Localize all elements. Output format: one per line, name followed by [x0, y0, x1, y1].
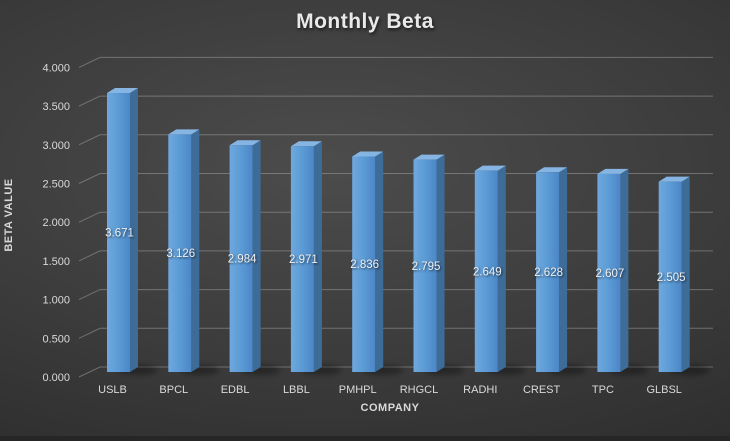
bar: [597, 173, 621, 372]
y-tick-label: 4.000: [42, 62, 70, 74]
x-tick-label: BPCL: [159, 384, 188, 396]
y-tick-label: 3.500: [42, 101, 70, 113]
gridline: [78, 56, 713, 68]
x-tick-label: USLB: [98, 384, 127, 396]
bar-top-face: [536, 167, 568, 173]
y-tick-label: 1.000: [42, 295, 70, 307]
bar: [658, 181, 682, 372]
bar-data-label: 3.671: [105, 228, 134, 240]
bar: [290, 146, 314, 372]
x-tick-label: RHGCL: [400, 384, 439, 396]
bar-top-face: [107, 88, 138, 94]
gridlines: [78, 56, 713, 378]
chart-title: Monthly Beta: [296, 10, 434, 33]
bar-top-face: [658, 176, 690, 182]
bar-data-label: 2.505: [657, 272, 686, 284]
gridline: [78, 250, 713, 262]
bar-side-face: [497, 165, 506, 372]
x-tick-label: GLBSL: [646, 384, 681, 396]
gridline: [78, 134, 713, 146]
bar-data-label: 2.649: [473, 266, 502, 278]
x-axis-title: COMPANY: [360, 402, 420, 414]
y-tick-label: 0.000: [42, 372, 70, 384]
bar: [229, 145, 253, 372]
bar-side-face: [313, 141, 322, 372]
y-tick-label: 0.500: [42, 333, 70, 345]
bar-data-label: 3.126: [166, 248, 195, 260]
bar-data-label: 2.971: [289, 254, 318, 266]
bar: [352, 156, 376, 372]
labels: 0.000 0.500 1.000 1.500 2.000 2.500 3.000 3.500…: [42, 62, 685, 396]
x-tick-label: CREST: [523, 384, 561, 396]
x-tick-label: TPC: [592, 384, 614, 396]
bar-top-face: [168, 129, 200, 135]
bar: [413, 159, 437, 372]
bar: [107, 93, 130, 372]
bar-side-face: [436, 154, 445, 372]
x-tick-label: RADHI: [463, 384, 497, 396]
bar-side-face: [375, 151, 384, 372]
bar-top-face: [597, 168, 629, 174]
x-tick-label: PMHPL: [339, 384, 377, 396]
bar-side-face: [252, 140, 261, 372]
bar-side-face: [620, 168, 629, 372]
bar-side-face: [191, 129, 200, 372]
bar-top-face: [474, 165, 506, 171]
bar-side-face: [130, 88, 138, 372]
bar-data-label: 2.836: [350, 259, 379, 271]
bar-top-face: [290, 141, 322, 147]
bar-data-label: 2.795: [412, 261, 441, 273]
gridline: [78, 211, 713, 223]
y-tick-label: 2.000: [42, 217, 70, 229]
gridline: [78, 289, 713, 301]
bar-data-label: 2.984: [228, 254, 257, 266]
y-tick-label: 3.000: [42, 140, 70, 152]
x-tick-label: LBBL: [283, 384, 310, 396]
bar: [168, 134, 192, 372]
gridline: [78, 95, 713, 107]
bars: [107, 88, 710, 375]
y-tick-label: 2.500: [42, 179, 70, 191]
bar-data-label: 2.607: [596, 268, 625, 280]
bar-top-face: [352, 151, 384, 157]
gridline: [78, 327, 713, 339]
bar-side-face: [681, 176, 690, 372]
gridline: [78, 173, 713, 184]
bar-top-face: [229, 140, 261, 146]
y-axis-title: BETA VALUE: [3, 178, 15, 252]
x-tick-label: EDBL: [221, 384, 250, 396]
bar-side-face: [559, 167, 568, 372]
bar: [536, 172, 560, 372]
bar-data-label: 2.628: [534, 267, 563, 279]
bar-top-face: [413, 154, 445, 160]
bar: [474, 170, 498, 372]
y-tick-label: 1.500: [42, 256, 70, 268]
